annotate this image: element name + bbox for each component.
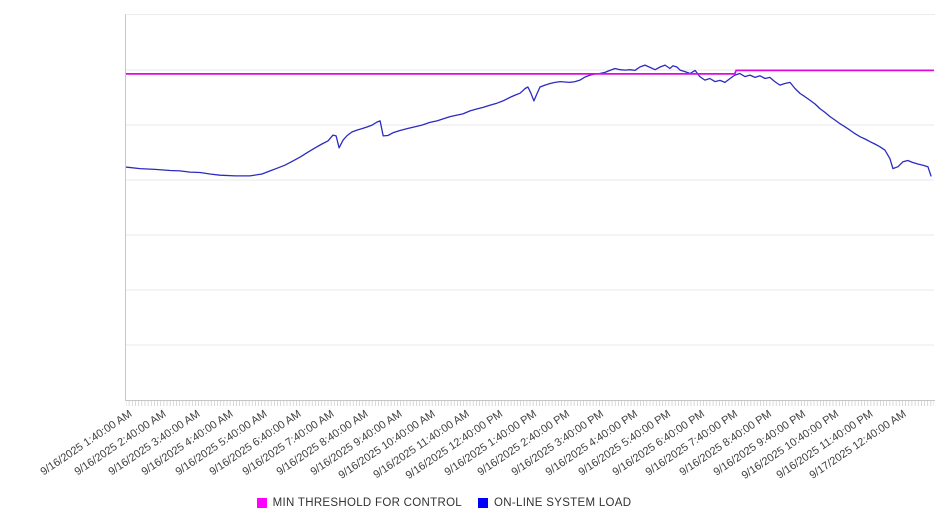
min-threshold-swatch (256, 498, 267, 508)
x-axis-ticks (126, 401, 934, 406)
x-axis-label: 9/16/2025 10:40:00 PM (739, 408, 842, 482)
x-axis-label: 9/16/2025 11:40:00 PM (774, 408, 876, 482)
x-axis-label: 9/16/2025 10:40:00 AM (336, 408, 438, 482)
on-line-system-load-line (126, 64, 932, 177)
legend-item-min-threshold[interactable]: MIN THRESHOLD FOR CONTROL (256, 497, 463, 509)
x-axis-label: 9/16/2025 9:40:00 PM (711, 408, 808, 479)
x-axis-label: 9/16/2025 11:40:00 AM (370, 408, 472, 482)
system-load-legend-label: ON-LINE SYSTEM LOAD (494, 497, 632, 509)
x-axis-label: 9/16/2025 8:40:00 PM (677, 408, 775, 479)
x-axis-label: 9/16/2025 8:40:00 AM (274, 408, 371, 479)
line-chart (126, 64, 934, 346)
x-axis-label: 9/16/2025 4:40:00 AM (139, 408, 236, 479)
x-axis-label: 9/16/2025 4:40:00 PM (543, 408, 640, 479)
x-axis-label: 9/16/2025 3:40:00 PM (509, 408, 606, 479)
x-axis-label: 9/16/2025 1:40:00 PM (442, 408, 539, 479)
legend-item-system-load[interactable]: ON-LINE SYSTEM LOAD (478, 497, 631, 509)
x-axis-label: 9/16/2025 2:40:00 PM (475, 408, 573, 479)
x-axis-label: 9/16/2025 1:40:00 AM (38, 408, 135, 479)
plot-area (125, 14, 935, 401)
x-axis-label: 9/16/2025 2:40:00 AM (72, 408, 169, 479)
system-load-swatch (478, 498, 489, 508)
x-axis-label: 9/16/2025 7:40:00 PM (643, 408, 741, 479)
legend: MIN THRESHOLD FOR CONTROL ON-LINE SYSTEM… (0, 497, 946, 509)
x-axis-label: 9/16/2025 9:40:00 AM (307, 408, 404, 479)
x-axis-label: 9/16/2025 7:40:00 AM (240, 408, 337, 479)
min-threshold-legend-label: MIN THRESHOLD FOR CONTROL (272, 497, 463, 509)
x-axis-label: 9/16/2025 5:40:00 PM (576, 408, 674, 479)
x-axis-label: 9/16/2025 12:40:00 PM (403, 408, 505, 482)
x-axis-label: 9/16/2025 6:40:00 PM (610, 408, 707, 479)
x-axis-label: 9/16/2025 6:40:00 AM (207, 408, 303, 479)
x-axis-label: 9/16/2025 3:40:00 AM (106, 408, 203, 479)
x-axis-label: 9/17/2025 12:40:00 AM (807, 408, 909, 482)
min-threshold-for-control-line (126, 69, 934, 75)
x-axis-label: 9/16/2025 5:40:00 AM (173, 408, 270, 479)
